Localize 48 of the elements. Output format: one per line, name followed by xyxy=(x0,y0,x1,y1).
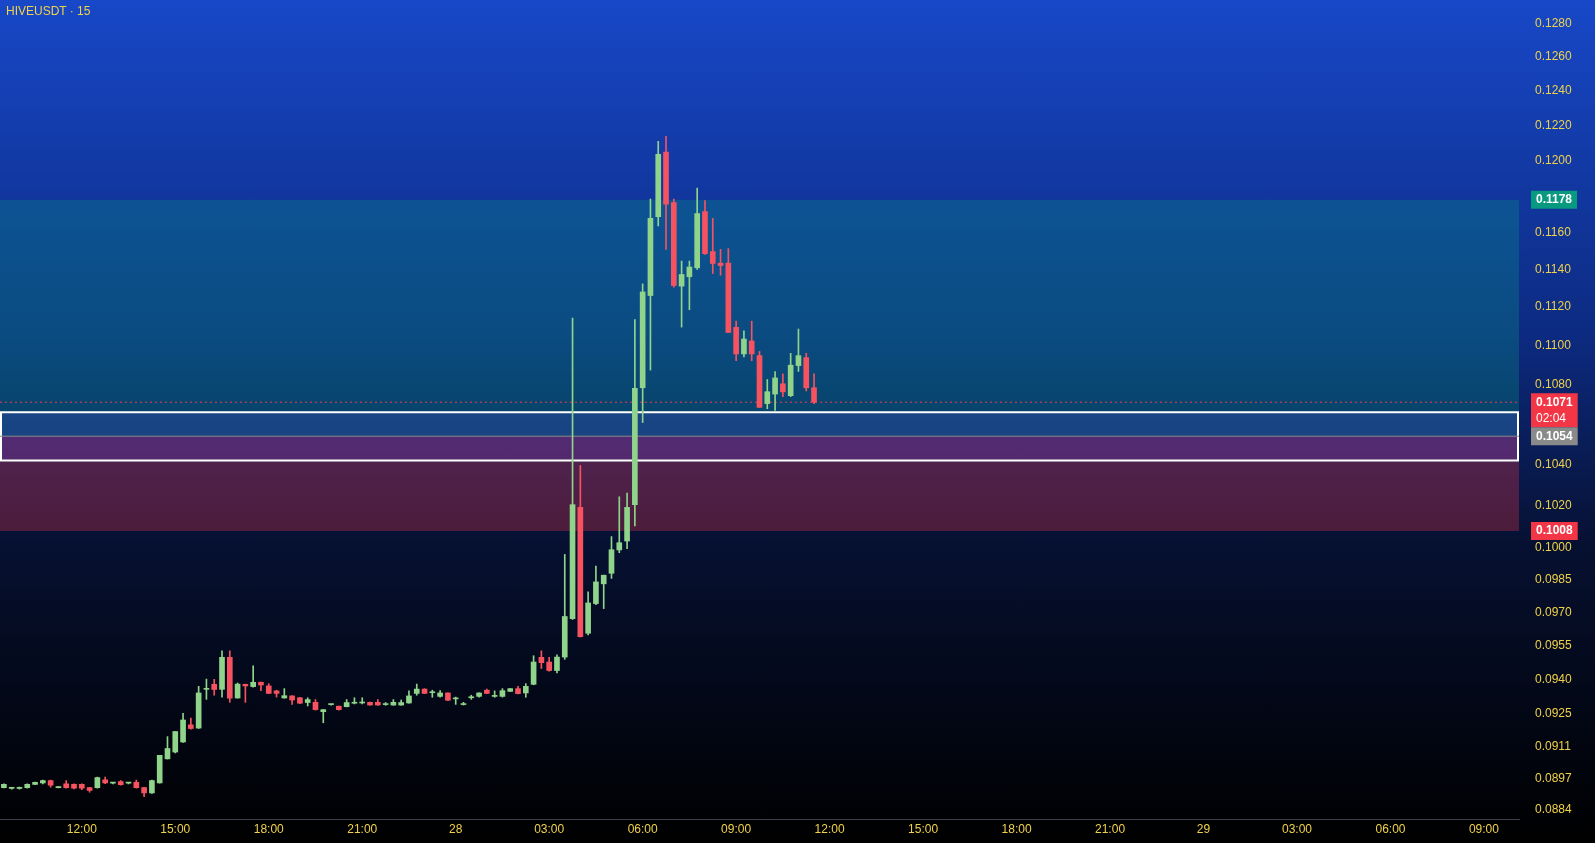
candlestick xyxy=(320,709,327,724)
y-tick-label: 0.0955 xyxy=(1535,638,1573,653)
x-tick-label: 29 xyxy=(1196,822,1211,837)
y-tick-label: 0.0940 xyxy=(1535,671,1573,686)
y-tick-label: 0.1280 xyxy=(1535,15,1573,30)
y-tick-label: 0.1200 xyxy=(1535,152,1573,167)
candlestick xyxy=(709,217,716,274)
y-tick-label: 0.0925 xyxy=(1535,706,1573,721)
band-label: 0.1178 xyxy=(1536,192,1573,207)
x-tick-label: 03:00 xyxy=(1281,822,1313,837)
band-label: 0.1008 xyxy=(1536,523,1574,538)
candlestick xyxy=(616,496,623,554)
y-tick-label: 0.1000 xyxy=(1535,540,1573,555)
y-tick-label: 0.1120 xyxy=(1535,299,1572,314)
candlestick xyxy=(250,665,256,688)
x-tick-label: 12:00 xyxy=(814,822,845,837)
x-tick-label: 09:00 xyxy=(721,822,752,837)
x-tick-label: 21:00 xyxy=(347,822,378,837)
y-tick-label: 0.0884 xyxy=(1535,802,1573,817)
x-tick-label: 06:00 xyxy=(1375,822,1406,837)
x-tick-label: 15:00 xyxy=(160,822,191,837)
x-tick-label: 12:00 xyxy=(66,822,98,837)
x-tick-label: 06:00 xyxy=(627,822,658,837)
y-tick-label: 0.0911 xyxy=(1535,738,1572,753)
x-tick-label: 03:00 xyxy=(534,822,565,837)
x-tick-label: 28 xyxy=(449,822,463,837)
y-tick-label: 0.1040 xyxy=(1535,456,1573,471)
ref-line-label: 0.1054 xyxy=(1536,428,1574,443)
y-tick-label: 0.1240 xyxy=(1535,83,1573,98)
y-tick-label: 0.1080 xyxy=(1535,376,1573,391)
candlestick xyxy=(281,688,288,699)
y-tick-label: 0.1160 xyxy=(1535,224,1572,239)
y-tick-label: 0.0970 xyxy=(1535,605,1573,620)
y-tick-label: 0.1020 xyxy=(1535,498,1573,513)
y-tick-label: 0.1140 xyxy=(1535,261,1572,276)
ref-line-label: 0.1071 xyxy=(1536,394,1574,409)
x-tick-label: 18:00 xyxy=(1001,822,1032,837)
y-tick-label: 0.0897 xyxy=(1535,771,1573,786)
x-tick-label: 09:00 xyxy=(1468,822,1500,837)
y-tick-label: 0.1260 xyxy=(1535,48,1573,63)
chart-title: HIVEUSDT · 15 xyxy=(6,4,91,19)
y-tick-label: 0.0985 xyxy=(1535,572,1573,587)
text: 02:04 xyxy=(1536,410,1567,425)
x-tick-label: 15:00 xyxy=(908,822,939,837)
y-tick-label: 0.1220 xyxy=(1535,117,1573,132)
y-tick-label: 0.1100 xyxy=(1535,337,1572,352)
x-tick-label: 18:00 xyxy=(253,822,285,837)
x-tick-label: 21:00 xyxy=(1095,822,1126,837)
